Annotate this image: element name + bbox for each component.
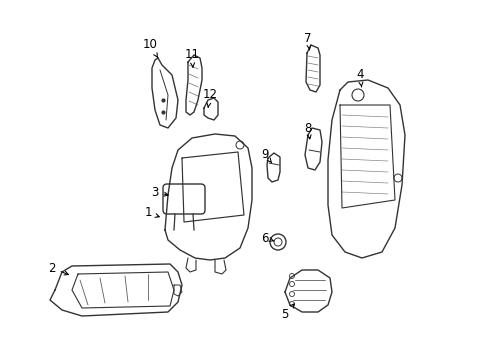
Text: 2: 2	[48, 261, 68, 275]
Text: 11: 11	[184, 49, 199, 67]
Text: 6: 6	[261, 231, 274, 244]
Text: 4: 4	[356, 68, 363, 87]
Text: 5: 5	[281, 304, 294, 321]
Text: 1: 1	[144, 207, 159, 220]
Text: 10: 10	[142, 39, 157, 57]
Text: 7: 7	[304, 31, 311, 50]
Text: 9: 9	[261, 148, 271, 163]
Text: 12: 12	[202, 89, 217, 107]
Text: 3: 3	[151, 185, 168, 198]
Text: 8: 8	[304, 122, 311, 139]
